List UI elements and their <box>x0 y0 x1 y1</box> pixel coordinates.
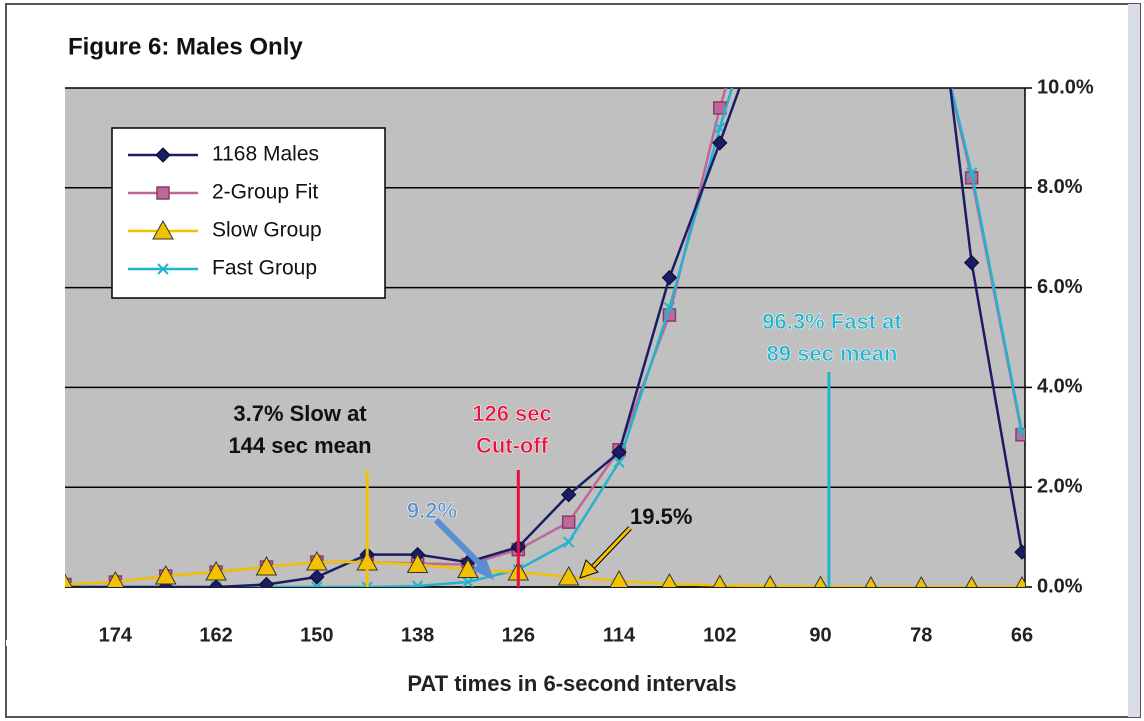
marker <box>157 263 169 275</box>
annotation: 9.2% <box>407 498 457 523</box>
marker <box>562 536 575 548</box>
marker <box>661 269 678 286</box>
x-tick-label: 114 <box>603 624 636 646</box>
annotation: 144 sec mean <box>228 433 371 458</box>
marker <box>763 574 777 587</box>
annotation-arrow <box>588 526 632 572</box>
annotation: 19.5% <box>630 504 692 529</box>
marker <box>155 147 171 163</box>
y-tick-label: 6.0% <box>1037 276 1083 298</box>
frame-edge <box>1128 4 1140 717</box>
marker <box>152 219 174 240</box>
marker <box>65 573 73 587</box>
marker <box>1016 426 1025 439</box>
marker <box>406 553 429 574</box>
marker <box>915 575 928 587</box>
y-tick-label: 2.0% <box>1037 475 1083 497</box>
annotation-arrowhead <box>579 559 599 579</box>
marker <box>205 561 227 581</box>
marker <box>611 444 627 460</box>
marker <box>864 575 878 587</box>
marker <box>557 565 580 586</box>
x-tick-label: 150 <box>300 624 333 646</box>
marker <box>258 576 275 587</box>
marker <box>661 572 678 587</box>
marker <box>305 551 328 571</box>
annotation: Cut-off <box>476 433 549 458</box>
marker <box>560 486 577 503</box>
marker <box>154 564 177 585</box>
marker <box>255 556 278 576</box>
x-tick-label: 174 <box>99 624 133 646</box>
marker <box>462 576 474 587</box>
marker <box>457 558 479 579</box>
marker <box>1015 575 1025 587</box>
legend-label: Slow Group <box>212 219 322 242</box>
legend-label: 1168 Males <box>212 143 319 166</box>
marker <box>106 570 125 587</box>
y-tick-label: 4.0% <box>1037 376 1083 398</box>
annotation: 89 sec mean <box>767 341 898 366</box>
marker <box>208 579 224 587</box>
marker <box>561 515 576 529</box>
legend-label: Fast Group <box>212 257 317 280</box>
marker <box>712 574 727 587</box>
marker <box>965 167 978 179</box>
y-tick-label: 10.0% <box>1037 76 1094 98</box>
x-axis-title: PAT times in 6-second intervals <box>407 671 736 696</box>
annotation-arrow <box>433 517 489 573</box>
marker <box>663 301 676 314</box>
annotation: 96.3% Fast at <box>762 309 902 334</box>
chart-title: Figure 6: Males Only <box>68 33 303 60</box>
marker <box>963 254 980 271</box>
x-tick-label: 126 <box>502 624 535 646</box>
marker <box>411 580 424 587</box>
x-tick-label: 78 <box>910 624 932 646</box>
x-tick-label: 102 <box>703 624 736 646</box>
y-tick-label: 8.0% <box>1037 176 1083 198</box>
y-tick-label: 0.0% <box>1037 575 1083 597</box>
x-tick-label: 66 <box>1011 624 1033 646</box>
x-tick-label: 138 <box>401 624 434 646</box>
annotation-arrowhead <box>472 558 494 580</box>
annotation: 3.7% Slow at <box>233 401 367 426</box>
annotation: 126 sec <box>472 401 552 426</box>
marker <box>361 581 373 587</box>
marker <box>712 135 728 151</box>
plot-series <box>65 88 1025 587</box>
marker <box>156 186 170 200</box>
x-tick-label: 90 <box>809 624 831 646</box>
series-line <box>65 560 1022 587</box>
marker <box>311 581 323 587</box>
x-tick-label: 162 <box>199 624 232 646</box>
marker <box>814 575 827 587</box>
series-line <box>65 88 1024 587</box>
marker <box>613 456 625 468</box>
spacer <box>6 640 1128 646</box>
marker <box>1014 544 1025 560</box>
marker <box>965 575 978 587</box>
marker <box>309 569 325 585</box>
legend-label: 2-Group Fit <box>212 181 318 204</box>
marker <box>609 569 629 587</box>
series-line <box>65 88 1024 587</box>
